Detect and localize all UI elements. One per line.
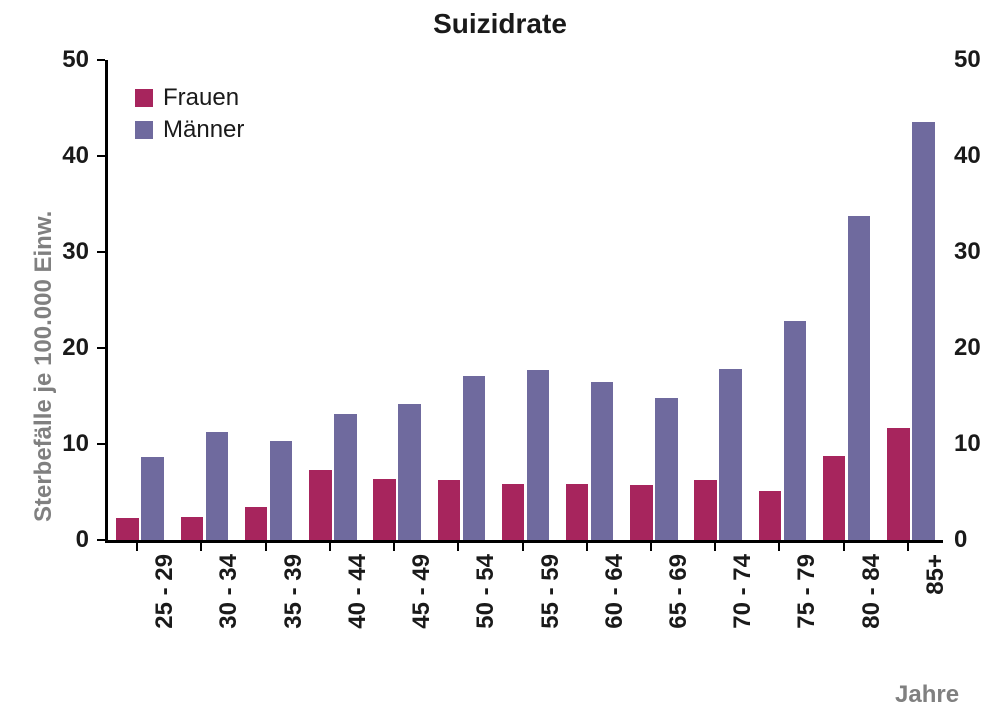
bar — [823, 456, 845, 540]
bar — [655, 398, 677, 540]
chart-title: Suizidrate — [0, 8, 1000, 40]
x-tick-mark — [907, 543, 909, 551]
x-tick-mark — [329, 543, 331, 551]
bar — [502, 484, 524, 540]
y-tick-mark — [97, 347, 105, 349]
y-tick-label-right: 50 — [954, 46, 981, 74]
x-tick-label: 45 - 49 — [408, 554, 436, 694]
x-tick-label: 50 - 54 — [472, 554, 500, 694]
chart-container: Suizidrate Sterbefälle je 100.000 Einw. … — [0, 0, 1000, 721]
y-tick-mark — [97, 539, 105, 541]
x-tick-mark — [200, 543, 202, 551]
x-tick-mark — [778, 543, 780, 551]
x-tick-label: 65 - 69 — [665, 554, 693, 694]
bar — [438, 480, 460, 540]
bar — [181, 517, 203, 540]
y-tick-label: 0 — [39, 526, 89, 554]
bar — [566, 484, 588, 540]
bar — [527, 370, 549, 540]
y-tick-label-right: 40 — [954, 142, 981, 170]
bar — [848, 216, 870, 540]
x-tick-mark — [522, 543, 524, 551]
bar — [398, 404, 420, 540]
bar — [759, 491, 781, 540]
bar — [887, 428, 909, 540]
x-tick-mark — [586, 543, 588, 551]
x-tick-label: 70 - 74 — [729, 554, 757, 694]
x-tick-label: 25 - 29 — [151, 554, 179, 694]
y-tick-label: 30 — [39, 238, 89, 266]
x-tick-label: 80 - 84 — [858, 554, 886, 694]
y-tick-mark — [97, 59, 105, 61]
y-tick-label-right: 30 — [954, 238, 981, 266]
x-tick-mark — [265, 543, 267, 551]
y-tick-mark — [97, 251, 105, 253]
legend: Frauen Männer — [135, 84, 244, 148]
y-tick-mark — [97, 443, 105, 445]
x-tick-label: 55 - 59 — [537, 554, 565, 694]
y-tick-label-right: 20 — [954, 334, 981, 362]
y-tick-mark — [97, 155, 105, 157]
x-tick-mark — [843, 543, 845, 551]
legend-swatch — [135, 89, 153, 107]
bar — [912, 122, 934, 540]
bar — [206, 432, 228, 540]
x-tick-mark — [457, 543, 459, 551]
bar — [373, 479, 395, 540]
legend-label: Männer — [163, 116, 244, 144]
x-tick-label: 30 - 34 — [215, 554, 243, 694]
bar — [309, 470, 331, 540]
bar — [245, 507, 267, 540]
bar — [334, 414, 356, 540]
x-tick-mark — [650, 543, 652, 551]
x-tick-mark — [393, 543, 395, 551]
x-tick-label: 75 - 79 — [793, 554, 821, 694]
y-tick-label-right: 0 — [954, 526, 967, 554]
legend-item: Männer — [135, 116, 244, 144]
legend-label: Frauen — [163, 84, 239, 112]
y-tick-label: 40 — [39, 142, 89, 170]
y-tick-label: 10 — [39, 430, 89, 458]
x-tick-label: 35 - 39 — [280, 554, 308, 694]
bar — [116, 518, 138, 540]
legend-item: Frauen — [135, 84, 244, 112]
bar — [719, 369, 741, 540]
x-tick-label: 85+ — [922, 554, 950, 694]
x-tick-mark — [714, 543, 716, 551]
legend-swatch — [135, 121, 153, 139]
bar — [463, 376, 485, 540]
y-tick-label-right: 10 — [954, 430, 981, 458]
x-tick-label: 60 - 64 — [601, 554, 629, 694]
y-tick-label: 50 — [39, 46, 89, 74]
bar — [591, 382, 613, 540]
bar — [784, 321, 806, 540]
x-tick-mark — [136, 543, 138, 551]
x-tick-label: 40 - 44 — [344, 554, 372, 694]
bar — [141, 457, 163, 540]
bar — [694, 480, 716, 540]
bar — [630, 485, 652, 540]
bar — [270, 441, 292, 540]
y-tick-label: 20 — [39, 334, 89, 362]
